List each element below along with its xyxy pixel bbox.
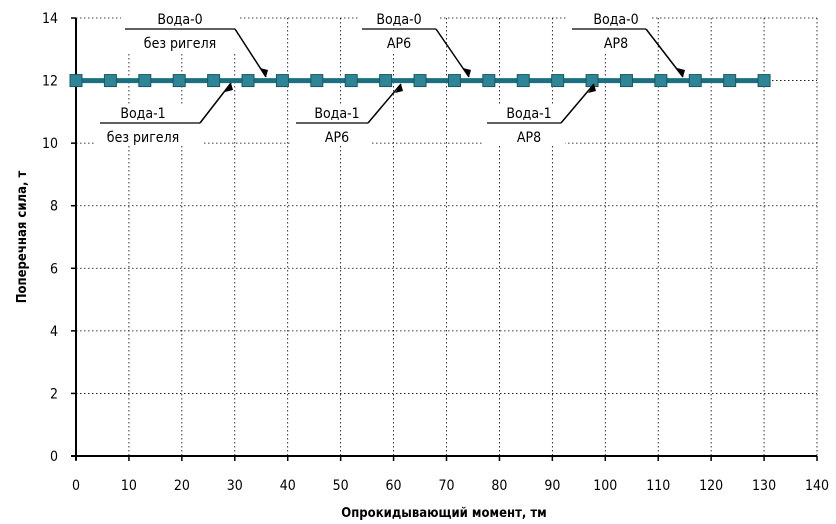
annotation-leader (199, 82, 232, 124)
tick-labels: 0 10 20 30 40 50 60 70 80 90 100 110 120 130 140 0 2 4 6 8 1… (42, 11, 829, 494)
data-point (103, 74, 117, 88)
data-point (275, 74, 289, 88)
data-point (654, 74, 668, 88)
annotation-line2: без ригеля (107, 130, 179, 146)
x-tick-label: 20 (174, 478, 190, 494)
data-point (516, 74, 530, 88)
annotation: Вода-0 без ригеля (121, 10, 268, 78)
y-tick-label: 14 (42, 11, 58, 27)
x-tick-label: 60 (386, 478, 402, 494)
data-point (723, 74, 737, 88)
annotation-bg (483, 104, 565, 146)
annotation-bg (121, 10, 239, 52)
annotation: Вода-1 АР8 (483, 83, 596, 146)
annotation-leader (367, 83, 402, 124)
annotation-leader (645, 28, 684, 78)
annotation-bg (568, 10, 650, 52)
data-point (551, 74, 565, 88)
x-tick-label: 80 (491, 478, 507, 494)
annotation: Вода-1 без ригеля (96, 82, 233, 146)
x-tick-label: 40 (280, 478, 296, 494)
data-point (69, 74, 83, 88)
y-tick-label: 4 (50, 324, 58, 340)
x-axis-title: Опрокидывающий момент, тм (341, 506, 546, 521)
data-point (757, 74, 771, 88)
x-tick-label: 110 (646, 478, 670, 494)
data-point (482, 74, 496, 88)
annotation-bg (96, 104, 204, 146)
x-tick-label: 10 (121, 478, 137, 494)
annotation-arrowhead (677, 68, 685, 77)
annotation-line1: Вода-0 (593, 12, 638, 28)
data-point (344, 74, 358, 88)
data-point (619, 74, 633, 88)
data-point (207, 74, 221, 88)
y-tick-label: 0 (50, 449, 58, 465)
annotation-arrowhead (463, 68, 471, 77)
annotation: Вода-0 АР8 (568, 10, 685, 78)
data-point (241, 74, 255, 88)
annotation-bg (358, 10, 440, 52)
x-tick-label: 70 (438, 478, 454, 494)
annotation-line1: Вода-0 (376, 12, 421, 28)
annotation-line1: Вода-1 (506, 106, 551, 122)
series-line (69, 74, 771, 88)
y-axis-title: Поперечная сила, т (15, 170, 30, 303)
annotation-line2: АР6 (387, 36, 411, 52)
grid (76, 17, 818, 456)
annotation-line2: АР6 (325, 130, 349, 146)
y-tick-label: 2 (50, 386, 58, 402)
y-tick-label: 12 (42, 74, 58, 90)
annotation-leader (435, 28, 470, 78)
annotation-arrowhead (588, 84, 596, 93)
x-tick-label: 30 (227, 478, 243, 494)
annotation-arrowhead (225, 83, 233, 92)
data-point (585, 74, 599, 88)
annotation-line1: Вода-1 (120, 106, 165, 122)
annotation-line2: АР8 (517, 130, 541, 146)
x-tick-label: 50 (333, 478, 349, 494)
x-tick-label: 120 (699, 478, 723, 494)
axes (71, 17, 818, 461)
annotation-arrowhead (260, 68, 268, 77)
data-point (138, 74, 152, 88)
annotation-line2: АР8 (604, 36, 628, 52)
annotation: Вода-0 АР6 (358, 10, 471, 78)
data-point (310, 74, 324, 88)
data-point (447, 74, 461, 88)
y-tick-label: 6 (50, 261, 58, 277)
x-tick-label: 0 (72, 478, 80, 494)
data-point (379, 74, 393, 88)
y-tick-label: 10 (42, 136, 58, 152)
x-tick-label: 130 (752, 478, 776, 494)
x-tick-label: 100 (593, 478, 617, 494)
x-tick-label: 140 (805, 478, 829, 494)
y-tick-label: 8 (50, 199, 58, 215)
x-tick-label: 90 (544, 478, 560, 494)
data-point (688, 74, 702, 88)
annotations: Вода-0 без ригеля Вода-1 без ригеля Вода-0 АР… (96, 10, 685, 146)
annotation-line2: без ригеля (144, 36, 216, 52)
annotation: Вода-1 АР6 (292, 83, 403, 146)
annotation-leader (560, 83, 595, 124)
annotation-line1: Вода-1 (314, 106, 359, 122)
annotation-bg (292, 104, 372, 146)
annotation-line1: Вода-0 (157, 12, 202, 28)
annotation-arrowhead (395, 84, 403, 93)
data-point (172, 74, 186, 88)
data-point (413, 74, 427, 88)
